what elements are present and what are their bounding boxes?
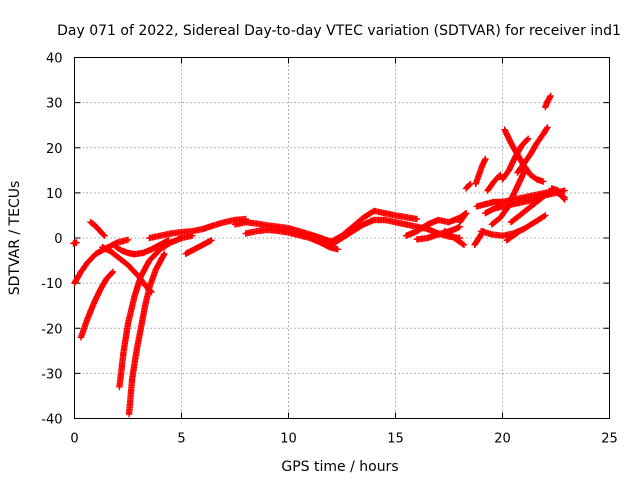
plot-frame xyxy=(74,57,610,419)
series-arc-8 xyxy=(111,237,172,258)
series-arc-30 xyxy=(503,228,523,244)
data-point-markers xyxy=(484,171,504,194)
y-tick-label: -30 xyxy=(41,367,62,382)
series-arc-25 xyxy=(488,164,530,228)
series-arc-7 xyxy=(125,250,168,418)
series-arc-19 xyxy=(472,155,489,188)
data-point-markers xyxy=(87,219,108,239)
y-tick-label: -40 xyxy=(41,413,62,428)
x-tick-label: 20 xyxy=(494,432,511,447)
data-point-markers xyxy=(182,237,215,257)
y-tick-label: 20 xyxy=(46,142,63,157)
x-tick-label: 10 xyxy=(280,432,297,447)
x-axis-label: GPS time / hours xyxy=(281,459,398,475)
series-arc-4 xyxy=(70,239,80,247)
data-point-markers xyxy=(146,215,249,242)
series-arc-13 xyxy=(328,216,463,248)
y-tick-label: 0 xyxy=(54,232,62,247)
series-arc-10 xyxy=(182,237,215,257)
series-arc-11 xyxy=(231,207,421,245)
data-point-markers xyxy=(231,207,421,245)
series-arc-12 xyxy=(242,226,341,253)
data-point-markers xyxy=(462,180,474,192)
data-point-markers xyxy=(472,155,489,188)
data-point-markers xyxy=(503,228,523,244)
data-point-markers xyxy=(242,226,341,253)
series-arc-32 xyxy=(548,185,568,203)
data-point-markers xyxy=(125,250,168,418)
data-point-markers xyxy=(328,216,463,248)
chart-title: Day 071 of 2022, Sidereal Day-to-day VTE… xyxy=(57,23,621,39)
data-point-markers xyxy=(111,237,172,258)
x-tick-label: 25 xyxy=(601,432,618,447)
series-arc-6 xyxy=(116,232,196,391)
data-point-markers xyxy=(488,164,530,228)
data-point-markers xyxy=(441,228,468,248)
y-tick-label: 30 xyxy=(46,97,63,112)
series-arc-9 xyxy=(146,215,249,242)
series-arc-28 xyxy=(514,124,551,176)
data-point-markers xyxy=(116,232,196,391)
data-point-markers xyxy=(77,268,117,341)
data-point-markers xyxy=(456,210,470,226)
data-point-markers xyxy=(70,239,80,247)
data-point-markers xyxy=(542,92,554,111)
data-point-markers xyxy=(548,185,568,203)
y-axis-label: SDTVAR / TECUs xyxy=(7,181,23,296)
series-arc-17 xyxy=(456,210,470,226)
x-tick-label: 0 xyxy=(70,432,78,447)
series-arc-2 xyxy=(77,268,117,341)
x-tick-label: 15 xyxy=(387,432,404,447)
series-arc-31 xyxy=(542,92,554,111)
series-arc-3 xyxy=(87,219,108,239)
y-tick-label: -20 xyxy=(41,322,62,337)
series-arc-16 xyxy=(441,228,468,248)
data-points xyxy=(70,92,568,418)
series-arc-24 xyxy=(484,171,504,194)
data-point-markers xyxy=(514,124,551,176)
x-tick-label: 5 xyxy=(177,432,185,447)
series-arc-18 xyxy=(462,180,474,192)
y-tick-label: 10 xyxy=(46,187,63,202)
y-tick-label: 40 xyxy=(46,52,63,67)
y-tick-label: -10 xyxy=(41,277,62,292)
